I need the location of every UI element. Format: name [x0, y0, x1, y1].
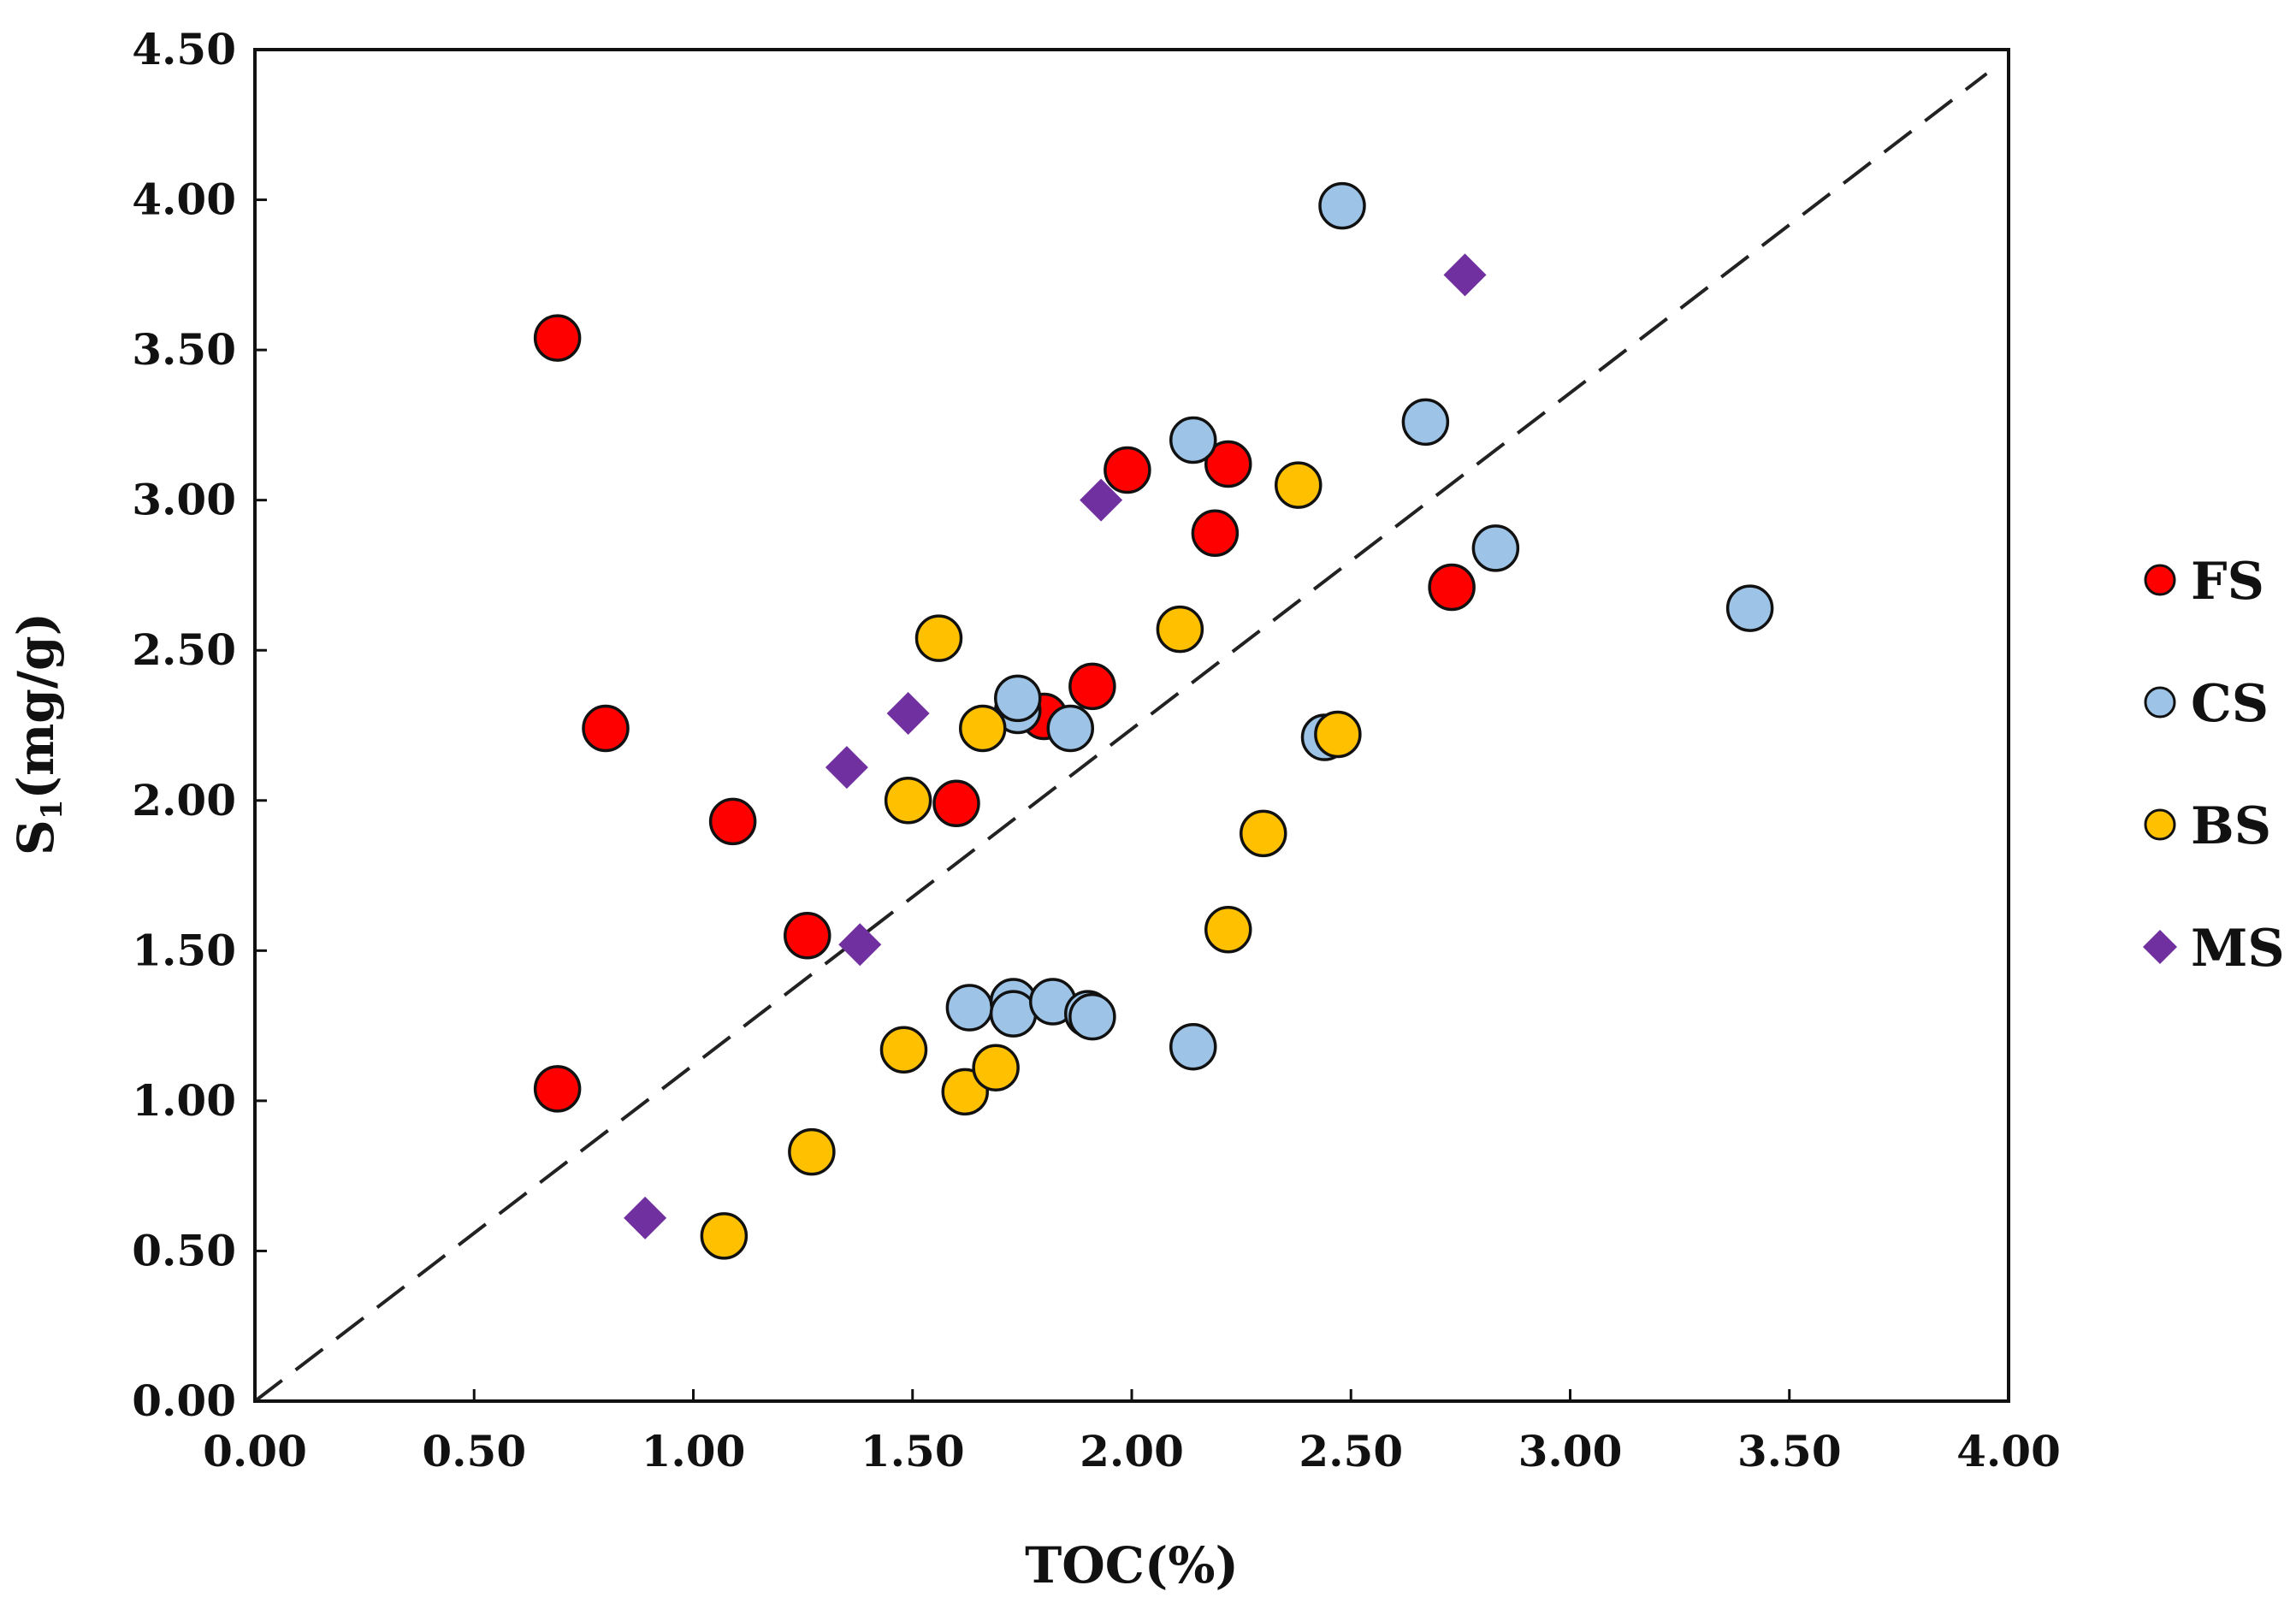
legend-item-bs: BS [2144, 796, 2271, 856]
point-fs [784, 912, 831, 960]
y-tick-label: 4.00 [132, 175, 236, 225]
legend-item-ms: MS [2143, 919, 2285, 979]
point-bs [1275, 461, 1323, 509]
x-tick-label: 1.50 [861, 1426, 965, 1476]
point-bs [914, 614, 963, 662]
point-bs [972, 1044, 1020, 1092]
point-ms [886, 691, 930, 735]
legend-item-fs: FS [2144, 552, 2264, 612]
x-tick-label: 3.50 [1737, 1426, 1842, 1476]
point-ms [1080, 478, 1123, 522]
y-axis-title-subscript: 1 [35, 800, 69, 820]
reference-line-group [253, 72, 1988, 1403]
y-tick-label: 0.50 [132, 1225, 236, 1275]
point-bs [884, 777, 932, 825]
point-fs [932, 779, 980, 828]
legend-label: FS [2191, 552, 2264, 612]
legend-marker [2144, 808, 2176, 841]
y-axis-title-unit: (mg/g) [7, 612, 65, 800]
legend-label: MS [2191, 919, 2285, 979]
axis-ticks: 0.00 0.50 1.00 1.50 2.00 2.50 3.00 3.50 4.00 0.00… [132, 24, 2061, 1476]
data-points [533, 181, 1774, 1260]
point-ms [838, 923, 882, 967]
point-ms [624, 1196, 667, 1239]
point-bs [959, 704, 1007, 753]
point-fs [708, 797, 757, 846]
x-tick-label: 4.00 [1956, 1426, 2061, 1476]
point-bs [1240, 809, 1287, 858]
point-cs [1046, 704, 1094, 753]
y-tick-label: 2.00 [132, 775, 236, 825]
point-fs [582, 704, 630, 753]
point-bs [1314, 710, 1362, 759]
point-fs [1428, 563, 1476, 612]
y-axis-title-main: S [7, 819, 65, 855]
legend-marker [2143, 930, 2177, 964]
legend-label: BS [2191, 796, 2271, 856]
y-tick-label: 1.00 [132, 1075, 236, 1126]
legend-label: CS [2191, 674, 2269, 734]
legend-item-cs: CS [2144, 674, 2269, 734]
point-ms [825, 746, 868, 790]
point-ms [1443, 253, 1487, 297]
point-bs [788, 1127, 836, 1176]
series-cs [945, 181, 1774, 1071]
y-tick-label: 3.00 [132, 475, 236, 525]
point-fs [533, 1065, 582, 1113]
point-cs [1471, 524, 1520, 572]
point-cs [994, 674, 1042, 723]
legend-marker [2144, 686, 2176, 719]
point-bs [1204, 906, 1252, 954]
point-cs [1318, 181, 1366, 230]
point-cs [1169, 1022, 1217, 1071]
x-tick-label: 1.00 [642, 1426, 746, 1476]
point-cs [1401, 398, 1450, 447]
x-tick-label: 0.00 [203, 1426, 307, 1476]
point-fs [1191, 509, 1240, 558]
x-tick-label: 0.50 [422, 1426, 526, 1476]
y-tick-label: 1.50 [132, 925, 236, 975]
y-axis-title: S1(mg/g) [7, 612, 69, 855]
y-tick-label: 2.50 [132, 624, 236, 675]
x-tick-label: 3.00 [1518, 1426, 1623, 1476]
point-bs [1156, 605, 1204, 654]
x-axis-title: TOC(%) [1025, 1536, 1239, 1594]
point-fs [1104, 446, 1151, 494]
point-cs [989, 990, 1038, 1038]
series-bs [700, 461, 1362, 1260]
y-tick-label: 3.50 [132, 324, 236, 375]
point-bs [700, 1212, 749, 1260]
legend: FS CS BS MS [2143, 552, 2285, 979]
point-fs [1204, 440, 1252, 488]
y-tick-label: 0.00 [132, 1375, 236, 1426]
legend-marker [2144, 564, 2176, 596]
x-tick-label: 2.00 [1080, 1426, 1184, 1476]
point-bs [879, 1026, 928, 1074]
point-fs [1068, 662, 1116, 711]
point-cs [1725, 584, 1774, 632]
series-ms [624, 253, 1487, 1239]
point-cs [1169, 416, 1217, 464]
x-tick-label: 2.50 [1299, 1426, 1403, 1476]
y-tick-label: 4.50 [132, 24, 236, 74]
reference-dashed-line [253, 72, 1988, 1403]
point-cs [1068, 992, 1116, 1041]
point-cs [945, 984, 994, 1032]
point-fs [533, 314, 582, 362]
